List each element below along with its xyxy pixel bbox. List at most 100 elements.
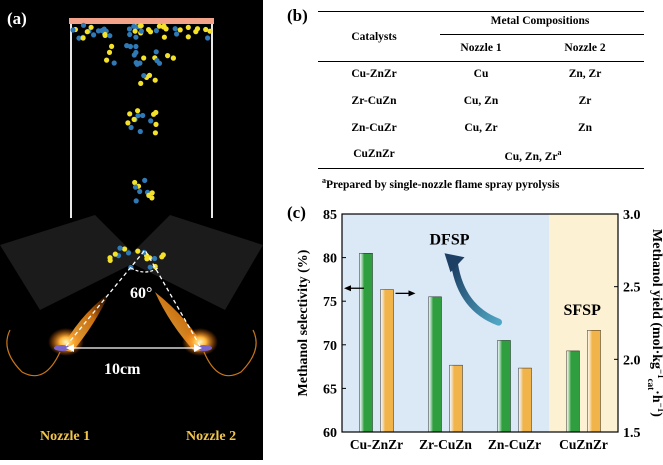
particle <box>125 250 132 256</box>
backdrop-quad-right <box>125 215 263 310</box>
particle <box>160 24 166 30</box>
particle <box>141 55 147 61</box>
particle <box>101 26 107 32</box>
plot-frame <box>341 213 619 433</box>
nozzle-body-left <box>6 329 61 377</box>
left-tick-label: 65 <box>323 382 337 397</box>
left-tick-label: 85 <box>323 208 337 223</box>
particle <box>137 23 143 29</box>
particle <box>137 128 143 135</box>
particle <box>153 28 159 34</box>
particle <box>106 49 113 56</box>
panel-a-flame-image: 60° 10cm (a) Nozzle 1 Nozzle 2 <box>0 0 263 460</box>
table-row-catalyst: Zr-CuZn <box>351 95 397 107</box>
particle <box>153 49 159 55</box>
spray-line-right <box>144 249 201 347</box>
selectivity-bar-cuznzr <box>566 350 580 433</box>
particle <box>141 73 147 79</box>
panel-a-svg: 60° 10cm (a) Nozzle 1 Nozzle 2 <box>0 9 263 444</box>
particle <box>131 23 137 29</box>
table-row-nozzle1: Cu, Zn <box>463 95 499 107</box>
x-tick-label: Zn-CuZr <box>488 437 541 452</box>
right-tick-label: 3.0 <box>623 208 641 223</box>
angle-arc <box>130 267 159 273</box>
chart-axes: 60 65 70 75 80 85 1.5 2.0 2.5 3.0 Cu-ZnZr Zr-CuZn Zn… <box>323 208 641 452</box>
merged-composition-text: Cu, Zn, Zr <box>504 150 558 163</box>
particle <box>102 32 108 39</box>
chart-regions <box>342 214 618 432</box>
nozzle-body-right <box>203 329 257 377</box>
particle <box>148 118 154 124</box>
particle <box>135 248 141 254</box>
particle <box>135 113 141 119</box>
particle <box>185 24 191 30</box>
table-header-nozzle2: Nozzle 2 <box>564 42 606 54</box>
particle <box>154 58 160 64</box>
particle <box>174 31 180 37</box>
chart-bars <box>359 253 601 433</box>
particle <box>125 120 131 126</box>
particle <box>149 190 155 196</box>
right-axis-title-tail: ·h <box>649 390 663 403</box>
nozzle-tip-left <box>54 345 70 351</box>
x-tick-label: Cu-ZnZr <box>350 437 403 452</box>
table-row-nozzle2: Zn, Zr <box>568 68 602 80</box>
particle <box>80 35 86 41</box>
particle <box>131 52 137 58</box>
table-header-catalysts: Catalysts <box>351 31 397 43</box>
particle <box>107 33 113 39</box>
table-top-rule <box>318 11 644 13</box>
panel-c-label: (c) <box>287 203 306 222</box>
particle <box>127 111 133 117</box>
right-axis-title-close: ) <box>649 412 663 417</box>
nozzle1-label: Nozzle 1 <box>40 429 90 444</box>
particle <box>117 245 123 251</box>
particle <box>141 249 147 255</box>
particle <box>140 112 146 119</box>
particle <box>128 124 134 131</box>
particle <box>172 26 178 32</box>
particle <box>152 255 158 262</box>
dfsp-arrowhead <box>444 253 465 273</box>
right-axis-title: Methanol yield (mol·kg−1cat·h−1) <box>646 229 663 417</box>
particle <box>153 109 159 116</box>
particle <box>122 246 128 252</box>
footnote-text: Prepared by single-nozzle flame spray py… <box>326 178 560 191</box>
selectivity-bar-cu-znzr <box>359 253 373 433</box>
chart-arrows <box>344 253 502 326</box>
nozzle2-label: Nozzle 2 <box>186 429 236 444</box>
left-tick-label: 70 <box>323 339 337 354</box>
particle <box>133 60 139 66</box>
table-row-catalyst: Cu-ZnZr <box>351 68 397 80</box>
selectivity-axis-arrowhead <box>344 285 351 292</box>
particle <box>112 251 118 257</box>
yield-bar-cu-znzr <box>380 289 394 433</box>
particle <box>133 43 139 50</box>
particle <box>124 43 130 49</box>
particle <box>132 179 138 186</box>
panel-a-label: (a) <box>7 9 27 28</box>
left-tick-label: 60 <box>323 426 337 441</box>
merged-composition-sup: a <box>557 148 562 157</box>
particle <box>156 23 162 29</box>
selectivity-bar-zr-cuzn <box>428 296 442 433</box>
particle <box>132 28 138 34</box>
particle <box>104 57 110 63</box>
particle <box>91 32 97 38</box>
particle <box>76 35 82 41</box>
particle <box>109 43 115 50</box>
particle-cloud <box>70 22 213 271</box>
particle <box>142 177 148 183</box>
footnote-sup: a <box>322 176 326 185</box>
right-tick-label: 2.5 <box>623 281 641 296</box>
particle <box>152 77 158 83</box>
selectivity-bar-zn-cuzr <box>497 340 511 433</box>
table-footnote: aPrepared by single-nozzle flame spray p… <box>322 176 560 191</box>
backdrop-quad-left <box>0 215 140 310</box>
table-header-rule <box>318 61 644 62</box>
particle <box>194 26 201 32</box>
particle <box>70 27 76 33</box>
left-tick-label: 80 <box>323 252 337 267</box>
particle <box>160 252 166 258</box>
particle <box>126 26 133 32</box>
